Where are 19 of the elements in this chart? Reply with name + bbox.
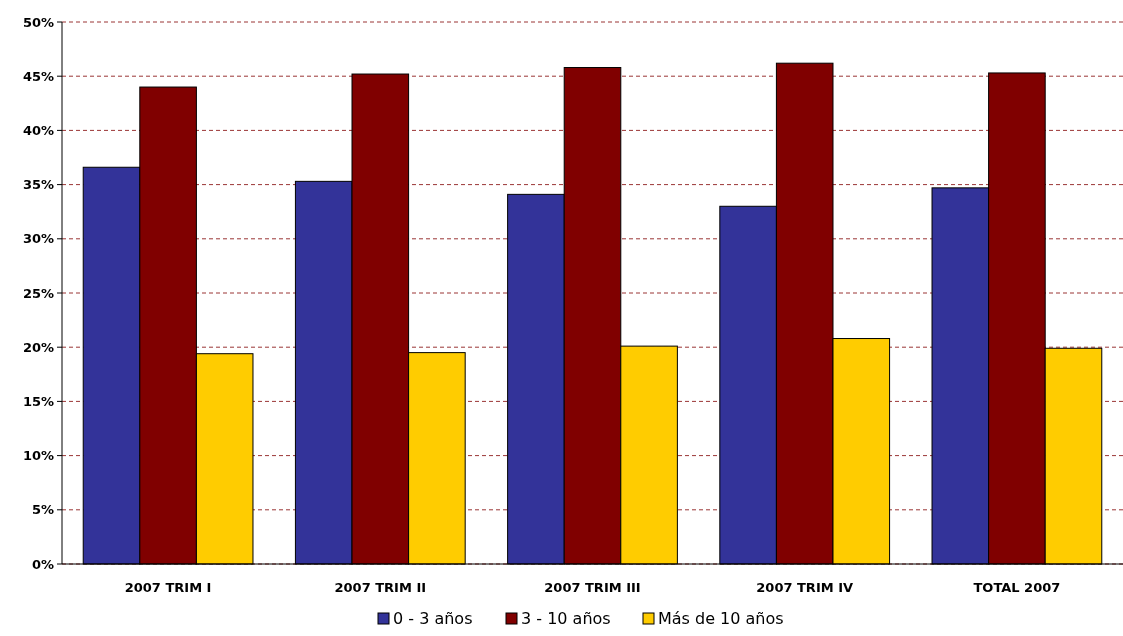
y-tick-label: 0% bbox=[31, 556, 54, 572]
y-tick-label: 30% bbox=[22, 231, 54, 247]
x-tick-label: TOTAL 2007 bbox=[973, 580, 1061, 595]
x-tick-label: 2007 TRIM III bbox=[544, 580, 641, 595]
y-tick-label: 40% bbox=[22, 122, 54, 138]
y-tick-label: 25% bbox=[22, 285, 54, 301]
y-tick-label: 10% bbox=[22, 448, 54, 464]
y-tick-label: 50% bbox=[22, 14, 54, 30]
legend-label: Más de 10 años bbox=[658, 609, 784, 628]
y-tick-label: 35% bbox=[22, 177, 54, 193]
legend-label: 0 - 3 años bbox=[393, 609, 473, 628]
x-tick-label: 2007 TRIM IV bbox=[756, 580, 854, 595]
x-tick-label: 2007 TRIM I bbox=[124, 580, 212, 595]
y-tick-label: 20% bbox=[22, 339, 54, 355]
y-tick-label: 5% bbox=[31, 502, 54, 518]
y-tick-label: 45% bbox=[22, 68, 54, 84]
y-tick-label: 15% bbox=[22, 393, 54, 409]
legend-label: 3 - 10 años bbox=[521, 609, 611, 628]
x-tick-label: 2007 TRIM II bbox=[334, 580, 427, 595]
